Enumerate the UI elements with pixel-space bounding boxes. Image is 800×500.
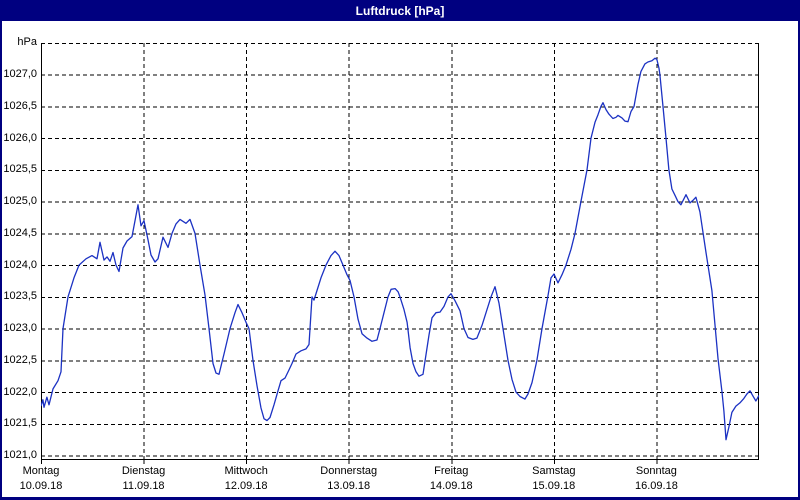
- x-day-date: 10.09.18: [19, 480, 63, 492]
- y-tick-label: 1024,5: [3, 226, 37, 239]
- x-day-date: 14.09.18: [429, 480, 473, 492]
- title-bar: Luftdruck [hPa]: [0, 0, 800, 21]
- x-day-name: Samstag: [532, 465, 576, 477]
- x-day-name: Sonntag: [635, 465, 677, 477]
- x-day-name: Mittwoch: [224, 465, 268, 477]
- y-tick-label: 1023,5: [3, 290, 37, 303]
- x-day-label: Donnerstag 13.09.18: [309, 464, 389, 494]
- chart-background: [2, 21, 798, 497]
- y-tick-label: 1027,0: [3, 68, 37, 81]
- x-day-name: Donnerstag: [320, 465, 378, 477]
- y-tick-label: 1022,0: [3, 385, 37, 398]
- pressure-line: [41, 57, 759, 441]
- x-day-name: Montag: [22, 465, 60, 477]
- x-day-date: 13.09.18: [327, 480, 371, 492]
- x-day-name: Freitag: [434, 465, 469, 477]
- x-day-date: 16.09.18: [635, 480, 678, 492]
- x-day-date: 12.09.18: [224, 480, 268, 492]
- x-day-label: Mittwoch 12.09.18: [206, 464, 286, 494]
- y-tick-label: 1026,5: [3, 99, 37, 112]
- x-day-label: Sonntag 16.09.18: [616, 464, 696, 494]
- window-title: Luftdruck [hPa]: [355, 3, 445, 18]
- y-tick-label: 1021,0: [3, 449, 37, 462]
- y-tick-label: 1025,5: [3, 163, 37, 176]
- y-tick-label: 1024,0: [3, 258, 37, 271]
- x-day-label: Freitag 14.09.18: [411, 464, 491, 494]
- y-tick-label: 1026,0: [3, 131, 37, 144]
- x-day-label: Samstag 15.09.18: [514, 464, 594, 494]
- y-tick-label: 1022,5: [3, 353, 37, 366]
- y-tick-label: 1025,0: [3, 195, 37, 208]
- x-day-label: Dienstag 11.09.18: [104, 464, 184, 494]
- y-axis-unit-label: hPa: [17, 36, 37, 48]
- x-day-label: Montag 10.09.18: [1, 464, 81, 494]
- y-tick-label: 1021,5: [3, 417, 37, 430]
- x-day-date: 11.09.18: [122, 480, 165, 492]
- y-tick-label: 1023,0: [3, 322, 37, 335]
- x-day-name: Dienstag: [121, 465, 166, 477]
- x-day-date: 15.09.18: [532, 480, 576, 492]
- chart-plot-area: [41, 43, 759, 464]
